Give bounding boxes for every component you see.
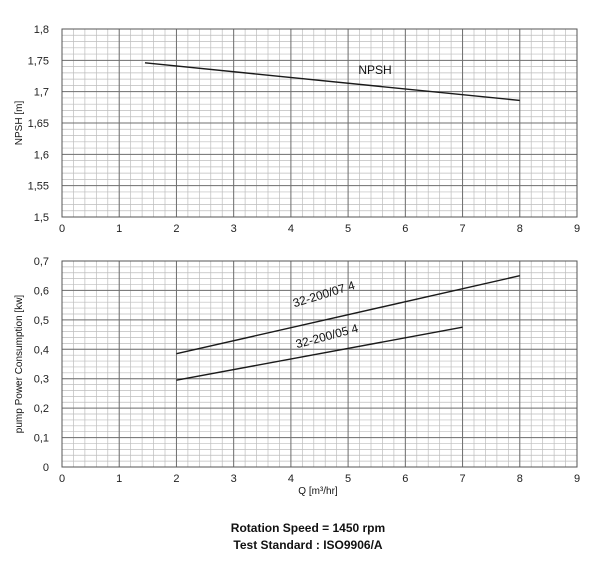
x-tick-label: 7 <box>459 473 465 485</box>
x-tick-label: 2 <box>173 473 179 485</box>
x-tick-label: 0 <box>59 223 65 235</box>
x-tick-label: 6 <box>402 223 408 235</box>
y-tick-label: 0,7 <box>34 256 49 268</box>
y-tick-label: 1,75 <box>28 55 49 67</box>
y-tick-label: 0 <box>43 462 49 474</box>
y-tick-label: 0,1 <box>34 433 49 445</box>
y-tick-label: 0,5 <box>34 315 49 327</box>
x-tick-label: 8 <box>517 223 523 235</box>
plot-area-frame <box>61 260 578 468</box>
y-tick-label: 1,6 <box>34 149 49 161</box>
x-tick-label: 0 <box>59 473 65 485</box>
x-tick-label: 3 <box>231 223 237 235</box>
power-consumption-chart: 0 1 2 3 4 5 6 7 8 9 0 0,1 0,2 0,3 0,4 0,5 0,6 0,7 pump Pow… <box>14 256 580 497</box>
x-tick-label: 4 <box>288 473 294 485</box>
x-tick-label: 9 <box>574 473 580 485</box>
y-tick-label: 1,55 <box>28 181 49 193</box>
x-tick-label: 5 <box>345 223 351 235</box>
y-tick-label: 0,4 <box>34 344 49 356</box>
x-tick-label: 4 <box>288 223 294 235</box>
y-axis-title: NPSH [m] <box>14 101 25 146</box>
series-label: 32-200/07 4 <box>291 278 357 310</box>
y-tick-label: 1,5 <box>34 212 49 224</box>
series-line <box>144 62 520 102</box>
x-tick-label: 1 <box>116 223 122 235</box>
test-standard-note: Test Standard : ISO9906/A <box>233 538 383 552</box>
y-tick-label: 0,2 <box>34 403 49 415</box>
x-tick-label: 3 <box>231 473 237 485</box>
npsh-chart: 0 1 2 3 4 5 6 7 8 9 1,5 1,55 1,6 1,65 1,7 1,75 1,8 NPSH [… <box>14 24 580 235</box>
x-tick-label: 2 <box>173 223 179 235</box>
series-label: NPSH <box>358 63 391 77</box>
x-tick-label: 8 <box>517 473 523 485</box>
x-tick-label: 7 <box>459 223 465 235</box>
y-tick-label: 1,65 <box>28 118 49 130</box>
y-tick-label: 0,6 <box>34 285 49 297</box>
plot-area-frame <box>61 28 578 218</box>
y-axis-title: pump Power Consumption [kw] <box>14 295 25 434</box>
y-tick-label: 0,3 <box>34 374 49 386</box>
rotation-speed-note: Rotation Speed = 1450 rpm <box>230 521 386 535</box>
x-tick-label: 9 <box>574 223 580 235</box>
x-tick-label: 6 <box>402 473 408 485</box>
y-tick-label: 1,7 <box>34 87 49 99</box>
x-tick-label: 1 <box>116 473 122 485</box>
series-line <box>176 326 463 381</box>
y-tick-label: 1,8 <box>34 24 49 36</box>
x-axis-title: Q [m³/hr] <box>298 486 338 497</box>
series-line <box>176 275 520 355</box>
x-tick-label: 5 <box>345 473 351 485</box>
